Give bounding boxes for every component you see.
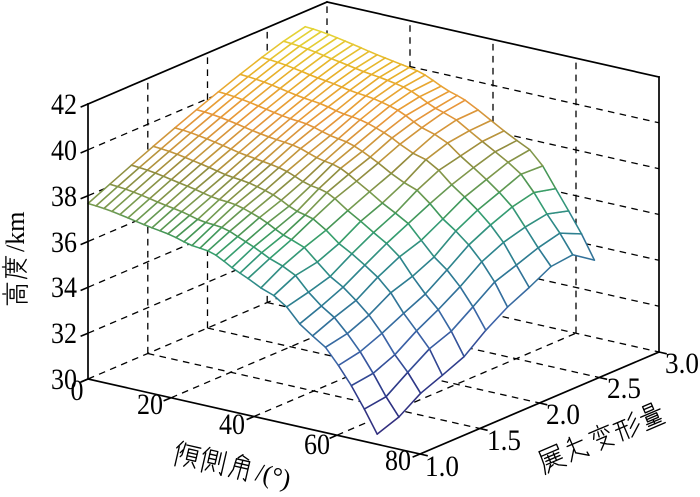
svg-text:0: 0: [71, 374, 84, 407]
svg-text:20: 20: [137, 388, 163, 421]
svg-text:40: 40: [51, 134, 77, 167]
svg-text:36: 36: [51, 226, 77, 259]
svg-text:42: 42: [51, 88, 77, 121]
svg-text:34: 34: [51, 271, 77, 304]
svg-text:30: 30: [51, 363, 77, 396]
svg-text:40: 40: [219, 408, 245, 441]
svg-text:3.0: 3.0: [665, 347, 699, 380]
svg-text:2.5: 2.5: [607, 372, 641, 405]
svg-text:/km: /km: [1, 212, 30, 252]
svg-text:80: 80: [385, 444, 411, 477]
svg-text:32: 32: [51, 317, 77, 350]
svg-text:2.0: 2.0: [546, 398, 580, 431]
svg-text:60: 60: [304, 428, 330, 461]
svg-text:1.0: 1.0: [425, 450, 459, 483]
svg-text:38: 38: [51, 180, 77, 213]
svg-text:1.5: 1.5: [487, 424, 521, 457]
